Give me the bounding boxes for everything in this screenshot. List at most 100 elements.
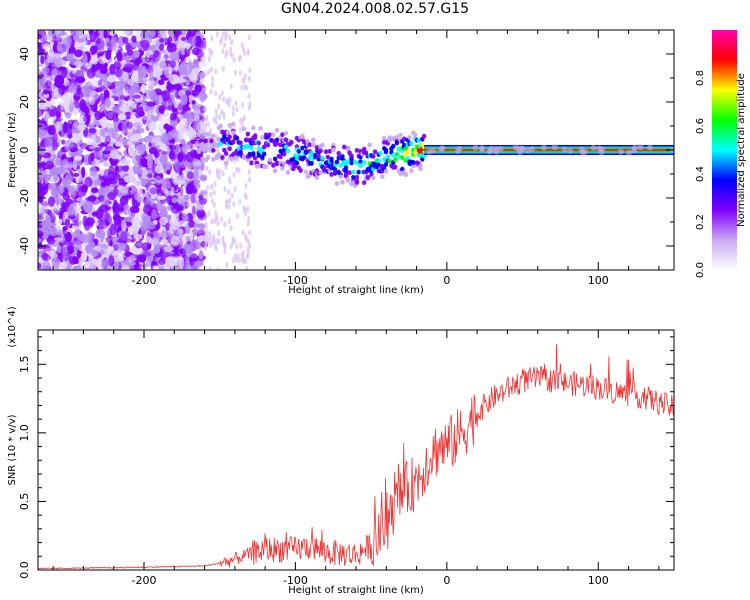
noise-cell [112, 202, 119, 210]
noise-cell [130, 261, 137, 266]
noise-cell [214, 113, 218, 120]
noise-cell [178, 160, 188, 168]
ridge-cell [336, 150, 341, 156]
noise-cell [177, 153, 184, 163]
ridge-cell [256, 140, 261, 146]
noise-cell [152, 265, 160, 270]
noise-cell [194, 228, 205, 234]
noise-cell [180, 93, 188, 106]
noise-cell [129, 205, 140, 214]
ridge-cell [274, 127, 280, 133]
noise-cell [205, 165, 209, 172]
noise-cell [112, 257, 123, 262]
ridge-cell [345, 176, 350, 182]
noise-cell [101, 68, 107, 75]
x-tick-label: 0 [443, 574, 450, 587]
ridge-cell [267, 132, 272, 138]
noise-cell [202, 61, 207, 68]
noise-cell [104, 135, 111, 146]
noise-cell [224, 52, 228, 59]
trace-halo [625, 149, 632, 156]
ridge-cell [209, 142, 214, 148]
noise-cell [185, 151, 195, 163]
noise-cell [132, 94, 141, 99]
noise-cell [186, 171, 194, 180]
noise-cell [176, 129, 185, 140]
ridge-cell [418, 163, 423, 169]
noise-cell [73, 91, 84, 100]
ridge-cell [278, 142, 283, 148]
noise-cell [38, 197, 44, 203]
noise-cell [39, 221, 49, 226]
x-tick-label: 100 [588, 574, 609, 587]
noise-cell [40, 55, 45, 64]
ridge-cell [278, 154, 283, 160]
noise-cell [241, 46, 245, 53]
ridge-cell [289, 140, 294, 145]
y-tick-label: 1.0 [18, 424, 31, 442]
noise-cell [177, 229, 183, 237]
noise-cell [48, 196, 55, 207]
noise-cell [212, 116, 216, 123]
trace-halo [551, 144, 558, 151]
x-tick-label: 0 [443, 274, 450, 287]
noise-cell [84, 176, 93, 188]
ridge-cell [403, 172, 409, 178]
noise-cell [132, 155, 141, 166]
ridge-cell [387, 158, 392, 164]
noise-cell [114, 68, 123, 78]
ridge-cell [371, 175, 376, 181]
noise-cell [61, 66, 68, 79]
noise-cell [178, 220, 187, 228]
noise-cell [208, 56, 211, 62]
noise-cell [165, 176, 170, 185]
noise-cell [57, 159, 66, 169]
noise-cell [157, 79, 165, 86]
noise-cell [98, 55, 107, 65]
ridge-cell [392, 157, 398, 163]
noise-cell [59, 185, 65, 194]
ridge-cell [209, 138, 214, 144]
ridge-cell [382, 136, 387, 141]
noise-cell [91, 211, 98, 217]
trace-halo [567, 148, 574, 154]
noise-cell [43, 229, 49, 240]
trace-halo [637, 144, 644, 151]
noise-cell [90, 78, 99, 90]
noise-cell [196, 203, 204, 211]
noise-cell [210, 66, 213, 73]
ridge-cell [362, 180, 367, 186]
noise-cell [212, 189, 216, 196]
noise-cell [129, 229, 137, 236]
ridge-cell [342, 144, 347, 150]
noise-cell [143, 204, 153, 215]
ridge-cell [245, 144, 251, 150]
colorbar-label: Normalized spectral amplitude [736, 73, 747, 227]
noise-cell [121, 138, 128, 146]
noise-cell [88, 128, 97, 134]
ridge-cell [383, 168, 389, 174]
ridge-cell [216, 137, 221, 142]
colorbar: 0.0 0.2 0.4 0.6 0.8 Normalized spectral ampli… [695, 30, 747, 278]
noise-cell [61, 182, 71, 187]
noise-cell [57, 149, 66, 159]
ridge-cell [394, 140, 400, 146]
noise-cell [108, 39, 116, 52]
noise-cell [199, 197, 207, 205]
noise-cell [73, 206, 81, 214]
noise-cell [161, 151, 168, 155]
noise-cell [97, 30, 103, 35]
ridge-cell [205, 147, 211, 152]
ridge-cell [349, 156, 354, 162]
noise-cell [169, 144, 177, 151]
noise-cell [81, 166, 86, 178]
ridge-cell [271, 132, 276, 138]
noise-cell [56, 232, 63, 237]
noise-cell [60, 251, 71, 261]
noise-cell [218, 114, 221, 120]
noise-cell [163, 246, 174, 253]
noise-cell [241, 256, 245, 263]
noise-cell [105, 49, 112, 60]
ridge-cell [234, 135, 240, 141]
noise-cell [133, 145, 138, 150]
